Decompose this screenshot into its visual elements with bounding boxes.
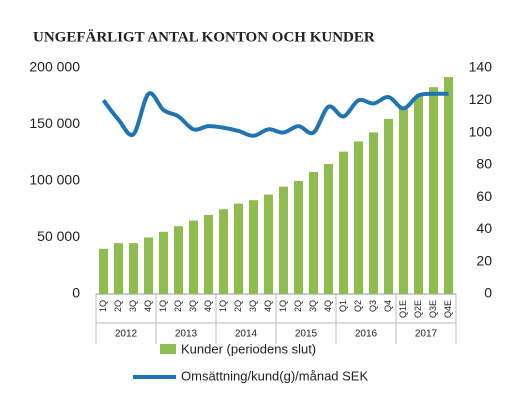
bar <box>159 231 168 294</box>
bar <box>99 248 108 294</box>
y2-tick-label: 140 <box>469 59 493 75</box>
y2-tick-label: 40 <box>476 220 492 236</box>
legend-label: Kunder (periodens slut) <box>181 341 316 356</box>
x-tick-label: Q1 <box>338 300 348 312</box>
y-tick-label: 150 000 <box>29 115 80 131</box>
x-tick-label: 3Q <box>188 300 198 312</box>
x-tick-label: 3Q <box>308 300 318 312</box>
bar <box>309 171 318 294</box>
x-tick-label: Q3 <box>368 300 378 312</box>
x-tick-label: 4Q <box>263 300 273 312</box>
x-tick-label: Q3E <box>428 300 438 318</box>
bar <box>339 151 348 294</box>
y-tick-label: 100 000 <box>29 172 80 188</box>
x-tick-label: 1Q <box>278 300 288 312</box>
x-tick-label: 1Q <box>98 300 108 312</box>
bar <box>354 141 363 294</box>
x-tick-label: 2Q <box>293 300 303 312</box>
y2-tick-label: 60 <box>476 188 492 204</box>
x-tick-label: 2Q <box>113 300 123 312</box>
y-tick-label: 200 000 <box>29 59 80 75</box>
x-tick-label: 3Q <box>128 300 138 312</box>
legend-swatch <box>160 344 176 354</box>
x-tick-label: 3Q <box>248 300 258 312</box>
x-tick-label: 1Q <box>218 300 228 312</box>
group-label: 2013 <box>175 329 198 340</box>
bar <box>444 77 453 294</box>
y-tick-label: 50 000 <box>37 228 80 244</box>
group-label: 2016 <box>355 329 378 340</box>
bar <box>264 194 273 294</box>
bar <box>114 243 123 294</box>
bar <box>429 87 438 295</box>
bar <box>399 107 408 294</box>
x-tick-label: Q4 <box>383 300 393 312</box>
x-tick-label: Q2 <box>353 300 363 312</box>
bar <box>189 220 198 294</box>
y2-tick-label: 100 <box>469 123 493 139</box>
x-tick-label: Q1E <box>398 300 408 318</box>
bar <box>174 226 183 294</box>
legend-label: Omsättning/kund(g)/månad SEK <box>181 368 368 383</box>
bar <box>279 186 288 294</box>
group-label: 2012 <box>115 329 138 340</box>
group-label: 2015 <box>295 329 318 340</box>
bar <box>234 203 243 294</box>
bar <box>384 118 393 294</box>
bar <box>294 181 303 294</box>
y2-tick-label: 120 <box>469 91 493 107</box>
x-tick-label: 4Q <box>143 300 153 312</box>
bar <box>144 237 153 294</box>
x-tick-label: 4Q <box>203 300 213 312</box>
line <box>101 91 449 138</box>
group-label: 2017 <box>415 329 438 340</box>
y-tick-label: 0 <box>72 285 80 301</box>
y2-tick-label: 20 <box>476 252 492 268</box>
bar <box>249 200 258 294</box>
x-tick-label: 2Q <box>173 300 183 312</box>
x-tick-label: 4Q <box>323 300 333 312</box>
bar <box>324 164 333 294</box>
x-tick-label: Q2E <box>413 300 423 318</box>
y2-tick-label: 80 <box>476 156 492 172</box>
bar <box>129 243 138 294</box>
y2-tick-label: 0 <box>484 285 492 301</box>
x-tick-label: 1Q <box>158 300 168 312</box>
bar <box>369 132 378 294</box>
bar <box>204 214 213 294</box>
group-label: 2014 <box>235 329 258 340</box>
x-tick-label: Q4E <box>443 300 453 318</box>
bar <box>219 209 228 294</box>
chart-title: UNGEFÄRLIGT ANTAL KONTON OCH KUNDER <box>33 29 375 45</box>
bar <box>414 96 423 294</box>
x-tick-label: 2Q <box>233 300 243 312</box>
